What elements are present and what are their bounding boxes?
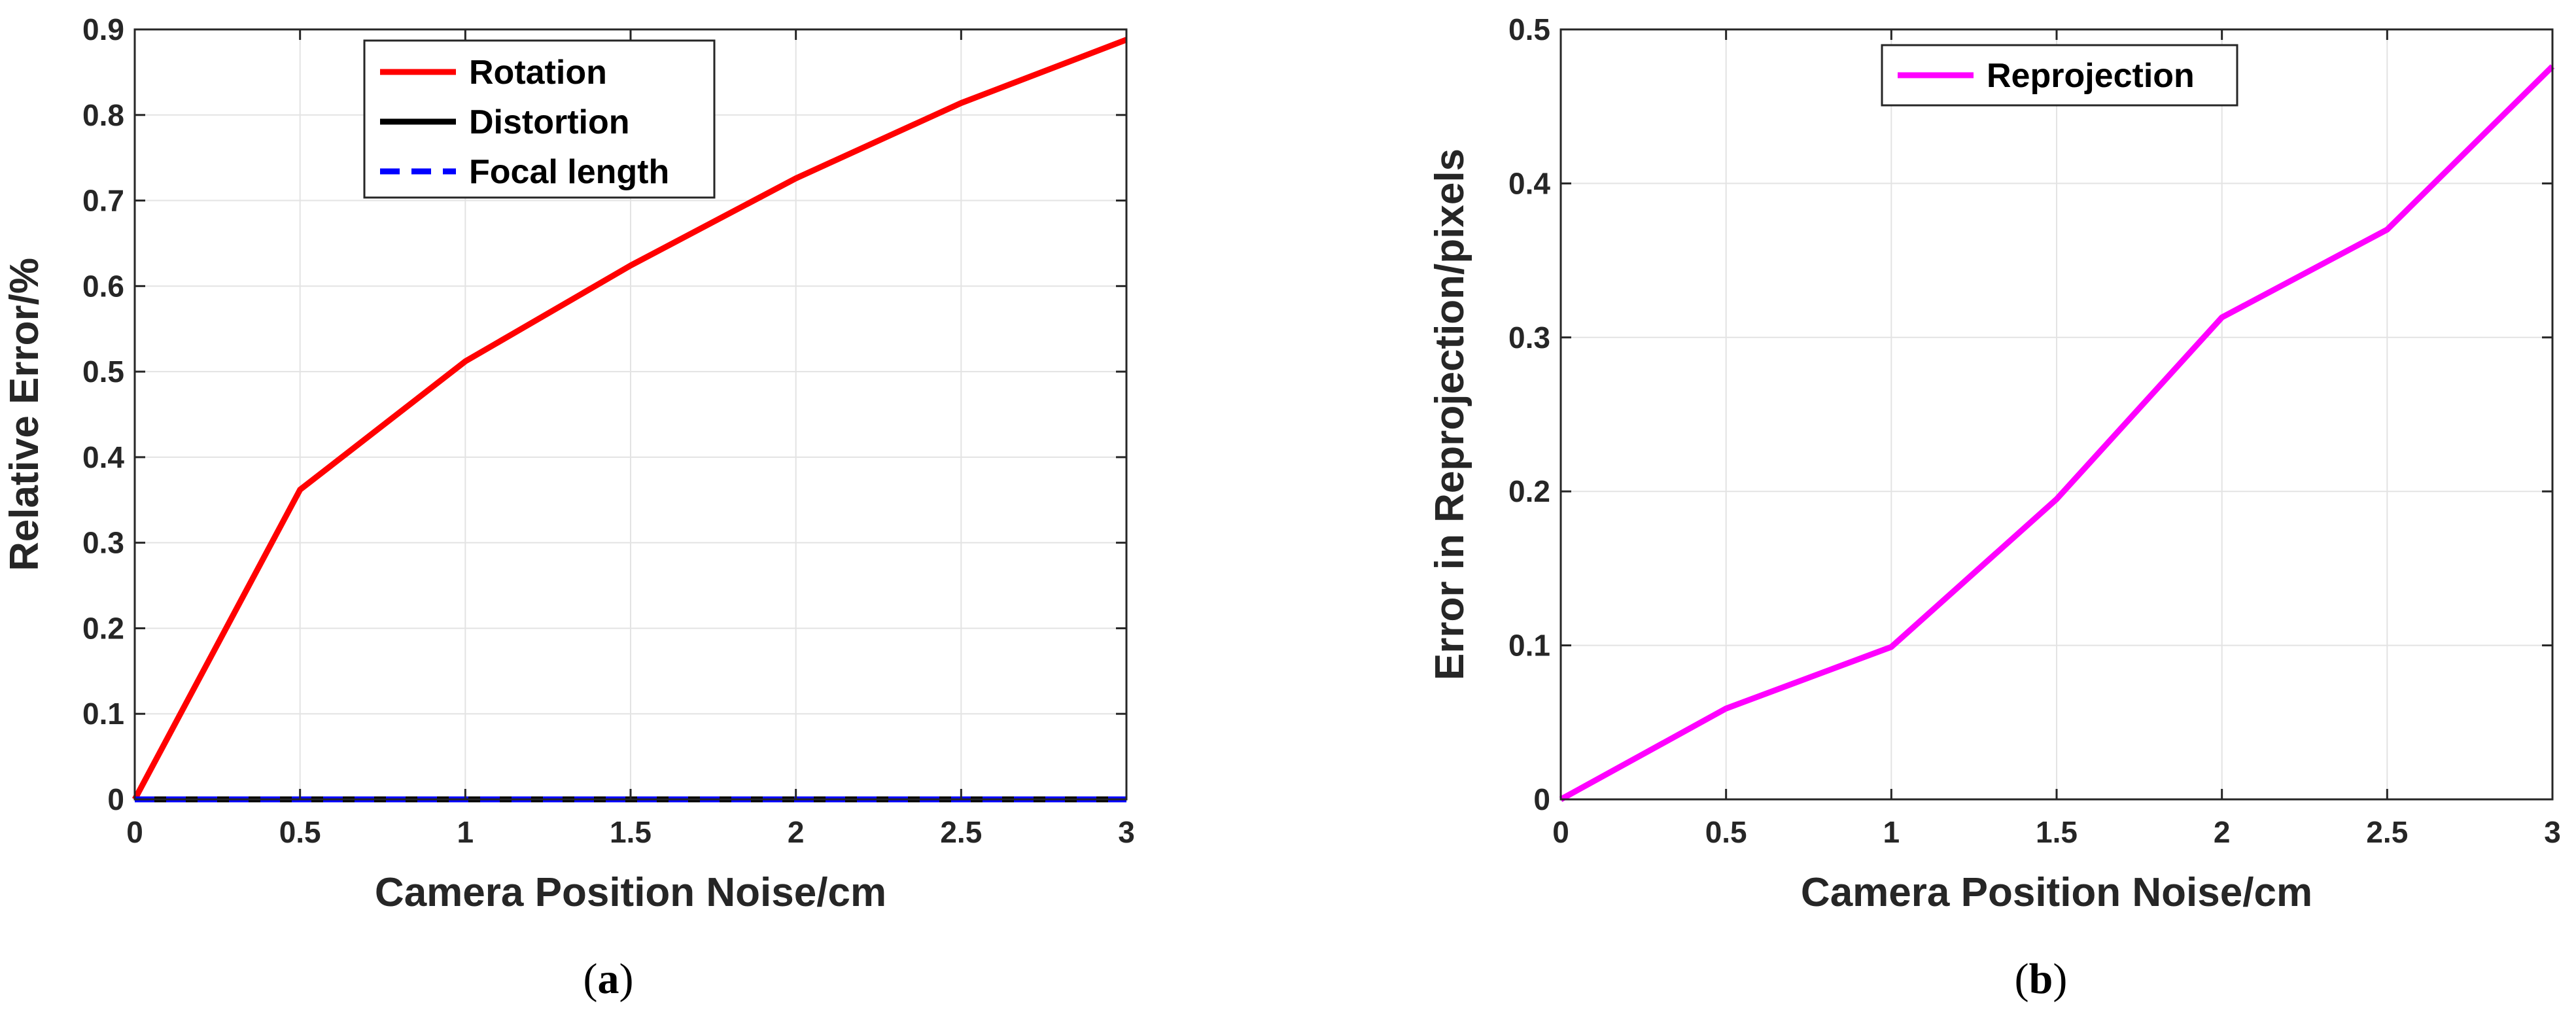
y-tick-label: 0.4 (82, 440, 124, 474)
y-tick-label: 0.3 (1508, 321, 1550, 355)
x-axis-label: Camera Position Noise/cm (375, 870, 886, 915)
series-line-reprojection (1559, 64, 2555, 802)
legend-label: Rotation (469, 54, 607, 92)
y-tick-label: 0.1 (1508, 629, 1550, 663)
caption-letter: b (2029, 955, 2053, 1003)
legend-label: Focal length (469, 153, 669, 191)
figure-caption: (a) (583, 955, 634, 1003)
legend-label: Distortion (469, 103, 630, 141)
y-tick-label: 0.4 (1508, 166, 1550, 200)
figure-caption: (b) (2015, 955, 2068, 1003)
x-tick-label: 3 (1118, 815, 1135, 849)
y-tick-label: 0.5 (82, 355, 124, 389)
x-tick-label: 1.5 (610, 815, 652, 849)
y-tick-label: 0.3 (82, 526, 124, 560)
x-tick-label: 2.5 (2366, 815, 2408, 849)
chart-b: 0 0.5 1 1.5 2 2.5 3 0 0.1 0.2 0.3 0.4 0.5 Camera Posi… (1427, 12, 2561, 1003)
legend-label: Reprojection (1987, 57, 2195, 95)
x-tick-label: 2 (2214, 815, 2231, 849)
legend: Rotation Distortion Focal length (363, 39, 716, 199)
y-tick-label: 0.8 (82, 98, 124, 132)
y-tick-label: 0.9 (82, 12, 124, 46)
y-tick-label: 0.2 (82, 611, 124, 645)
y-tick-label: 0.2 (1508, 474, 1550, 508)
x-tick-label: 0.5 (1705, 815, 1747, 849)
x-tick-label: 0 (126, 815, 143, 849)
x-tick-label: 0.5 (279, 815, 321, 849)
y-axis-label: Relative Error/% (2, 258, 47, 571)
x-tick-label: 1 (1883, 815, 1900, 849)
y-tick-label: 0.5 (1508, 12, 1550, 46)
x-tick-label: 0 (1552, 815, 1569, 849)
chart-a: 0 0.5 1 1.5 2 2.5 3 0 0.1 0.2 0.3 0.4 0.5 0.6 0.7 0.8 0.… (2, 12, 1135, 1003)
legend: Reprojection (1881, 44, 2238, 107)
series-line-rotation (132, 37, 1128, 801)
y-tick-label: 0.6 (82, 269, 124, 303)
y-axis-label: Error in Reprojection/pixels (1427, 148, 1472, 680)
x-axis-label: Camera Position Noise/cm (1801, 870, 2312, 915)
x-tick-label: 1.5 (2036, 815, 2078, 849)
y-tick-label: 0 (107, 782, 124, 816)
x-tick-label: 2 (788, 815, 805, 849)
x-tick-label: 1 (457, 815, 474, 849)
x-tick-label: 3 (2544, 815, 2561, 849)
y-tick-label: 0.1 (82, 697, 124, 731)
caption-letter: a (598, 955, 619, 1003)
x-tick-label: 2.5 (940, 815, 982, 849)
y-tick-label: 0 (1533, 782, 1550, 816)
y-tick-label: 0.7 (82, 184, 124, 218)
